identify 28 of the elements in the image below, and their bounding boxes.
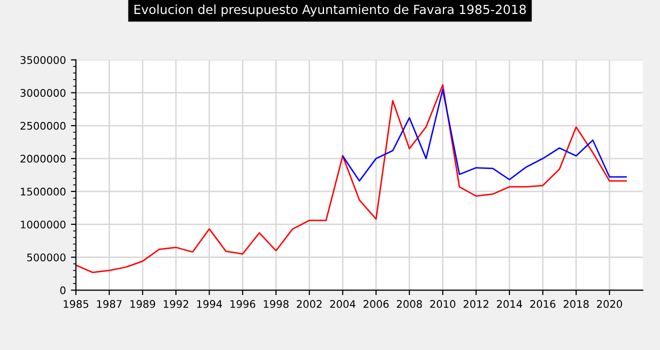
x-tick-label: 2012 <box>464 300 488 308</box>
x-tick-label: 2002 <box>296 300 322 308</box>
x-tick-label: 2008 <box>396 300 422 308</box>
line-series <box>342 88 627 182</box>
x-tick-label: 2018 <box>564 300 589 308</box>
y-tick-label: 1000000 <box>20 220 66 228</box>
x-tick-label: 1996 <box>230 300 256 308</box>
x-tick-label: 2014 <box>496 300 522 308</box>
x-tick-label: 1989 <box>130 300 156 308</box>
x-tick-label: 1994 <box>197 300 222 308</box>
x-tick-label: 2020 <box>597 300 622 308</box>
x-tick-label: 2010 <box>430 300 456 308</box>
x-tick-label: 2016 <box>530 300 556 308</box>
y-tick-label: 2500000 <box>20 122 66 130</box>
x-tick-label: 2006 <box>364 300 389 308</box>
y-tick-label: 1500000 <box>20 188 66 196</box>
y-tick-label: 500000 <box>27 253 66 262</box>
x-tick-label: 2004 <box>330 300 356 308</box>
y-tick-label: 0 <box>60 286 66 294</box>
line-series <box>76 84 627 274</box>
x-tick-label: 1985 <box>64 300 88 308</box>
chart-title: Evolucion del presupuesto Ayuntamiento de Favara 1985-2018 <box>134 4 526 17</box>
y-tick-label: 3000000 <box>20 88 66 97</box>
x-tick-label: 1992 <box>164 300 188 308</box>
y-tick-label: 3500000 <box>20 56 66 64</box>
x-tick-label: 1998 <box>264 300 289 308</box>
y-tick-label: 2000000 <box>20 154 66 163</box>
x-tick-label: 1987 <box>97 300 122 308</box>
